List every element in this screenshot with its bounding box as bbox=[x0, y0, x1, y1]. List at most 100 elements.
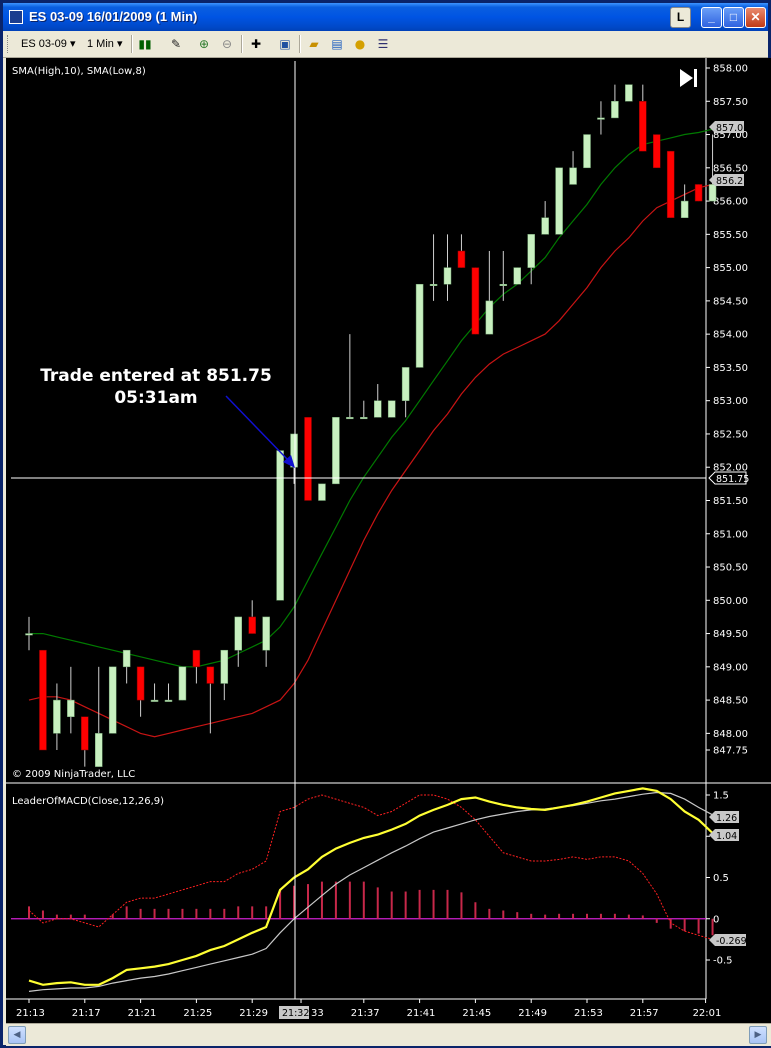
candle-body-down bbox=[457, 250, 466, 268]
data-box-icon[interactable]: ☰ bbox=[377, 37, 389, 51]
app-icon bbox=[9, 10, 23, 24]
toolbar-separator bbox=[241, 35, 243, 53]
macd-value-badge: 1.04 bbox=[709, 829, 739, 842]
candle-body-up bbox=[527, 234, 535, 268]
candle bbox=[527, 234, 535, 285]
chart-canvas[interactable]: 858.00 857.50 857.00 856.50 856.00 855.50 855.… bbox=[6, 58, 771, 1023]
candle bbox=[597, 101, 605, 135]
title-bar[interactable]: ES 03-09 16/01/2009 (1 Min) L _ □ ✕ bbox=[3, 3, 768, 31]
svg-text:21:32: 21:32 bbox=[282, 1008, 309, 1019]
candle bbox=[332, 417, 340, 485]
candle-body-up bbox=[122, 649, 131, 668]
toolbar-grip[interactable] bbox=[7, 35, 11, 53]
candle bbox=[150, 683, 159, 702]
candle bbox=[513, 267, 521, 285]
candle bbox=[708, 134, 717, 202]
time-tick-label: 21:53 bbox=[574, 1008, 603, 1019]
time-tick-label: 21:13 bbox=[16, 1008, 45, 1019]
candle-body-up bbox=[95, 733, 103, 767]
candle bbox=[499, 250, 508, 301]
price-tick-label: 849.00 bbox=[713, 662, 748, 673]
candle-body-up bbox=[67, 699, 75, 717]
candle-body-down bbox=[639, 101, 647, 152]
scroll-right-button[interactable]: ▶ bbox=[749, 1026, 767, 1044]
macd-line bbox=[28, 787, 714, 986]
svg-text:857.08: 857.08 bbox=[716, 123, 749, 134]
svg-text:1.04: 1.04 bbox=[716, 831, 737, 842]
candle bbox=[164, 683, 173, 702]
time-tick-label: 21:57 bbox=[630, 1008, 659, 1019]
time-tick-label: 21:45 bbox=[462, 1008, 491, 1019]
interval-selector[interactable]: 1 Min ▾ bbox=[87, 36, 123, 52]
annotation-line-1: Trade entered at 851.75 bbox=[40, 366, 272, 386]
candle bbox=[318, 483, 326, 501]
chart-toolbar: ES 03-09 ▾ 1 Min ▾ ▮▮ ✎ ⊕ ⊖ ✚ ▣ ▰ ▤ ● ☰ bbox=[3, 31, 768, 58]
candle-body-up bbox=[499, 283, 508, 286]
candle bbox=[192, 649, 201, 684]
coin-icon[interactable]: ● bbox=[354, 37, 366, 51]
candle-body-up bbox=[374, 400, 382, 418]
close-button[interactable]: ✕ bbox=[745, 7, 766, 28]
price-tick-label: 851.00 bbox=[713, 529, 748, 540]
zoom-in-icon[interactable]: ⊕ bbox=[198, 37, 210, 51]
properties-icon[interactable]: ▣ bbox=[279, 37, 291, 51]
link-button[interactable]: L bbox=[670, 7, 691, 28]
svg-text:851.75: 851.75 bbox=[716, 474, 749, 485]
candle bbox=[206, 666, 215, 734]
price-tick-label: 854.50 bbox=[713, 296, 748, 307]
candle-body-down bbox=[694, 184, 703, 202]
crosshair-icon[interactable]: ✚ bbox=[250, 37, 262, 51]
candle-body-up bbox=[53, 699, 61, 734]
candle bbox=[108, 666, 117, 734]
price-tick-label: 857.00 bbox=[713, 130, 748, 141]
svg-text:-0.269: -0.269 bbox=[716, 936, 747, 947]
price-tick-label: 851.50 bbox=[713, 496, 748, 507]
candle-body-up bbox=[150, 699, 159, 702]
candle-body-up bbox=[583, 134, 591, 169]
macd-signal-badge: 1.26 bbox=[709, 811, 739, 824]
instrument-selector[interactable]: ES 03-09 ▾ bbox=[21, 36, 75, 52]
macd-tick-label: 0.5 bbox=[713, 873, 729, 884]
price-tick-label: 856.50 bbox=[713, 163, 748, 174]
candle-body-up bbox=[443, 267, 452, 285]
open-folder-icon[interactable]: ▰ bbox=[309, 37, 319, 51]
scroll-left-button[interactable]: ◀ bbox=[8, 1026, 26, 1044]
time-tick-label: 33 bbox=[311, 1008, 324, 1019]
candle bbox=[443, 234, 452, 301]
candle-body-down bbox=[39, 649, 47, 751]
candle-body-down bbox=[192, 649, 201, 668]
candle-body-down bbox=[248, 616, 256, 634]
sma-high-badge: 857.08 bbox=[709, 121, 749, 134]
chart-area[interactable]: 858.00 857.50 857.00 856.50 856.00 855.50 855.… bbox=[6, 58, 771, 1023]
horizontal-scrollbar[interactable]: ◀ ▶ bbox=[6, 1023, 771, 1046]
pencil-draw-icon[interactable]: ✎ bbox=[170, 37, 182, 51]
candle-body-up bbox=[597, 117, 605, 120]
candle bbox=[220, 649, 229, 701]
candle bbox=[360, 400, 368, 420]
skip-to-end-icon[interactable] bbox=[680, 69, 697, 87]
chart-template-icon[interactable]: ▤ bbox=[331, 37, 343, 51]
zoom-out-icon[interactable]: ⊖ bbox=[221, 37, 233, 51]
candle-body-down bbox=[81, 716, 89, 751]
candle-body-up bbox=[611, 101, 619, 119]
maximize-button[interactable]: □ bbox=[723, 7, 744, 28]
candle-body-up bbox=[164, 699, 173, 702]
sma-line-high bbox=[29, 128, 713, 668]
candle bbox=[304, 417, 312, 501]
candle-body-up bbox=[485, 300, 494, 335]
candlestick-style-icon[interactable]: ▮▮ bbox=[138, 37, 152, 51]
candle-body-up bbox=[25, 633, 33, 636]
minimize-button[interactable]: _ bbox=[701, 7, 722, 28]
candle-body-up bbox=[262, 616, 270, 651]
macd-signal-line bbox=[28, 791, 713, 992]
candle bbox=[122, 649, 131, 684]
candle-body-up bbox=[569, 167, 577, 185]
price-tick-label: 854.00 bbox=[713, 330, 748, 341]
candle-body-up bbox=[401, 367, 410, 401]
candle-body-up bbox=[276, 450, 284, 601]
candle bbox=[680, 184, 689, 218]
indicator-label: SMA(High,10), SMA(Low,8) bbox=[12, 66, 146, 77]
candle bbox=[374, 384, 382, 418]
candle-body-up bbox=[387, 400, 396, 418]
candle-body-up bbox=[178, 666, 187, 701]
